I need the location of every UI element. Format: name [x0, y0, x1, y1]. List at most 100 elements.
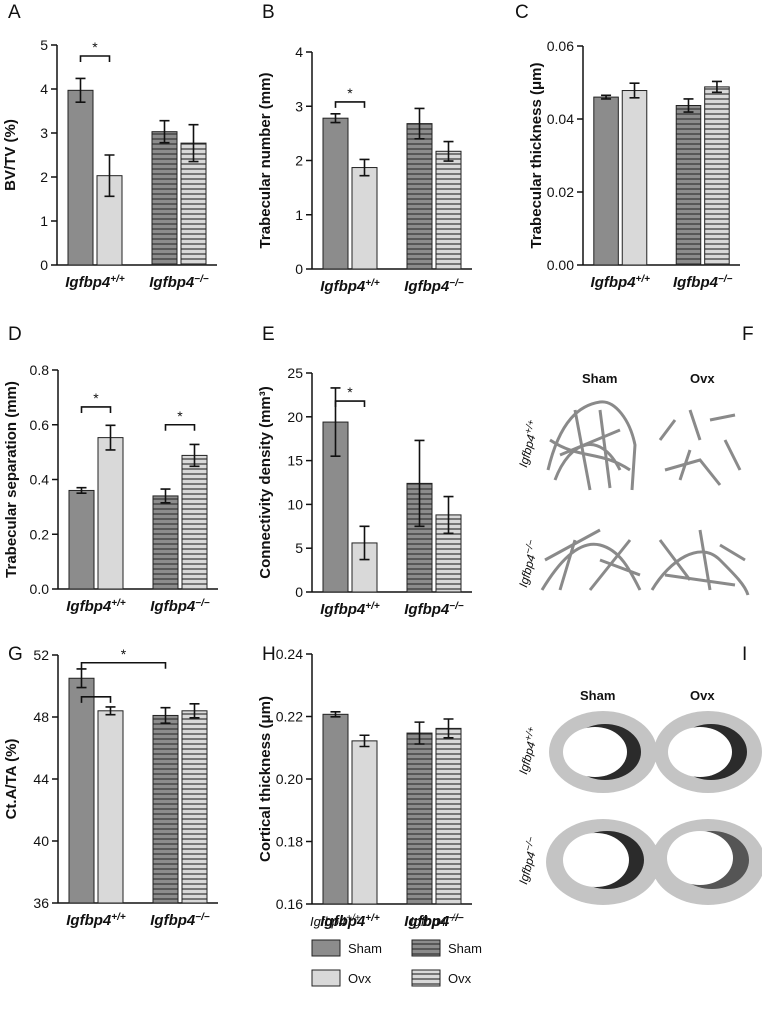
row-label: Igfbp4−/−	[514, 835, 542, 886]
y-axis-label: Trabecular number (mm)	[257, 73, 274, 249]
legend-swatch	[311, 969, 341, 987]
y-tick-label: 3	[295, 98, 303, 114]
significance-bracket	[80, 696, 112, 703]
category-label-sup: −/−	[718, 274, 733, 285]
panel-i-images	[546, 711, 762, 905]
error-bar	[105, 424, 116, 451]
category-label-sup: +/+	[111, 598, 126, 609]
error-bar	[601, 94, 612, 100]
bar	[152, 495, 179, 590]
y-tick-label: 20	[287, 409, 303, 425]
category-label-sup: +/+	[111, 912, 126, 923]
bar	[67, 89, 94, 266]
y-tick-label: 25	[287, 365, 303, 381]
row-label: Igfbp4−/−	[514, 538, 542, 589]
legend-label: Sham	[348, 941, 382, 956]
error-bar	[105, 706, 116, 716]
category-label-main: Igfbp4	[320, 913, 366, 930]
error-bar	[443, 495, 454, 535]
significance-label: *	[177, 408, 183, 424]
y-tick-label: 2	[40, 169, 48, 185]
bar	[322, 117, 349, 270]
y-tick-label: 0	[295, 584, 303, 600]
y-tick-label: 0.24	[276, 646, 303, 662]
significance-bracket	[164, 423, 196, 431]
category-label-main: Igfbp4	[66, 598, 112, 615]
y-tick-label: 4	[40, 81, 48, 97]
y-tick-label: 0.18	[276, 834, 303, 850]
category-label-sup: −/−	[194, 274, 209, 285]
y-axis-label: Trabecular separation (mm)	[3, 381, 20, 578]
marrow	[563, 727, 627, 777]
category-label-sup: −/−	[195, 598, 210, 609]
error-bar	[76, 486, 87, 494]
row-label-sup: +/+	[522, 725, 536, 742]
trabecular-render	[650, 529, 750, 596]
column-label: Ovx	[690, 688, 715, 703]
bar	[152, 714, 179, 904]
significance-label: *	[347, 384, 353, 400]
bar	[406, 123, 433, 270]
significance-bracket	[334, 400, 366, 408]
category-label-main: Igfbp4	[320, 278, 366, 295]
bar	[351, 740, 378, 905]
category-label: Igfbp4+/+	[320, 913, 380, 931]
y-axis-label: Trabecular thickness (μm)	[528, 63, 545, 249]
category-label: Igfbp4+/+	[320, 601, 380, 619]
bar	[97, 437, 124, 590]
panel-letter: D	[8, 324, 22, 345]
significance-bracket	[334, 101, 366, 108]
panel-letter: C	[515, 2, 529, 23]
category-label-sup: +/+	[636, 274, 651, 285]
error-bar	[189, 703, 200, 719]
trabecular-render	[546, 400, 637, 491]
bar	[322, 713, 349, 905]
y-tick-label: 1	[295, 207, 303, 223]
category-label: Igfbp4+/+	[320, 278, 380, 296]
category-label-main: Igfbp4	[149, 274, 195, 291]
row-label: Igfbp4+/+	[514, 725, 542, 776]
panel-letter: B	[262, 2, 275, 23]
y-tick-label: 0.00	[547, 257, 574, 273]
error-bar	[629, 82, 640, 99]
error-bar	[330, 711, 341, 718]
y-tick-label: 48	[33, 709, 49, 725]
significance-label: *	[121, 646, 127, 662]
error-bar	[160, 488, 171, 504]
legend-swatch	[411, 939, 441, 957]
bar	[97, 710, 124, 904]
category-label-main: Igfbp4	[404, 278, 450, 295]
legend-group-main: Igfbp4	[310, 914, 346, 929]
error-bar	[188, 123, 199, 163]
significance-label: *	[93, 390, 99, 406]
marrow	[563, 833, 629, 887]
error-bar	[75, 77, 86, 103]
row-label-main: Igfbp4	[516, 433, 538, 469]
y-tick-label: 0.22	[276, 709, 303, 725]
error-bar	[359, 525, 370, 561]
row-label-main: Igfbp4	[516, 553, 538, 589]
y-tick-label: 52	[33, 647, 49, 663]
row-label-sup: −/−	[522, 538, 536, 555]
error-bar	[159, 119, 170, 144]
category-label-main: Igfbp4	[150, 598, 196, 615]
panel-letter: F	[742, 324, 754, 345]
y-tick-label: 0.4	[30, 472, 50, 488]
bar	[151, 131, 178, 266]
bar	[180, 142, 207, 266]
legend-group-sup: −/−	[446, 913, 461, 924]
category-label-main: Igfbp4	[66, 912, 112, 929]
y-tick-label: 0.2	[30, 526, 50, 542]
y-tick-label: 0.6	[30, 417, 50, 433]
y-tick-label: 0.0	[30, 581, 50, 597]
legend-swatch	[311, 939, 341, 957]
category-label: Igfbp4−/−	[673, 274, 733, 292]
panel-letter: H	[262, 644, 276, 665]
y-tick-label: 0.8	[30, 362, 50, 378]
y-tick-label: 0.20	[276, 771, 303, 787]
error-bar	[711, 80, 722, 94]
y-tick-label: 44	[33, 771, 49, 787]
category-label-sup: −/−	[449, 278, 464, 289]
error-bar	[359, 158, 370, 177]
category-label-main: Igfbp4	[404, 601, 450, 618]
